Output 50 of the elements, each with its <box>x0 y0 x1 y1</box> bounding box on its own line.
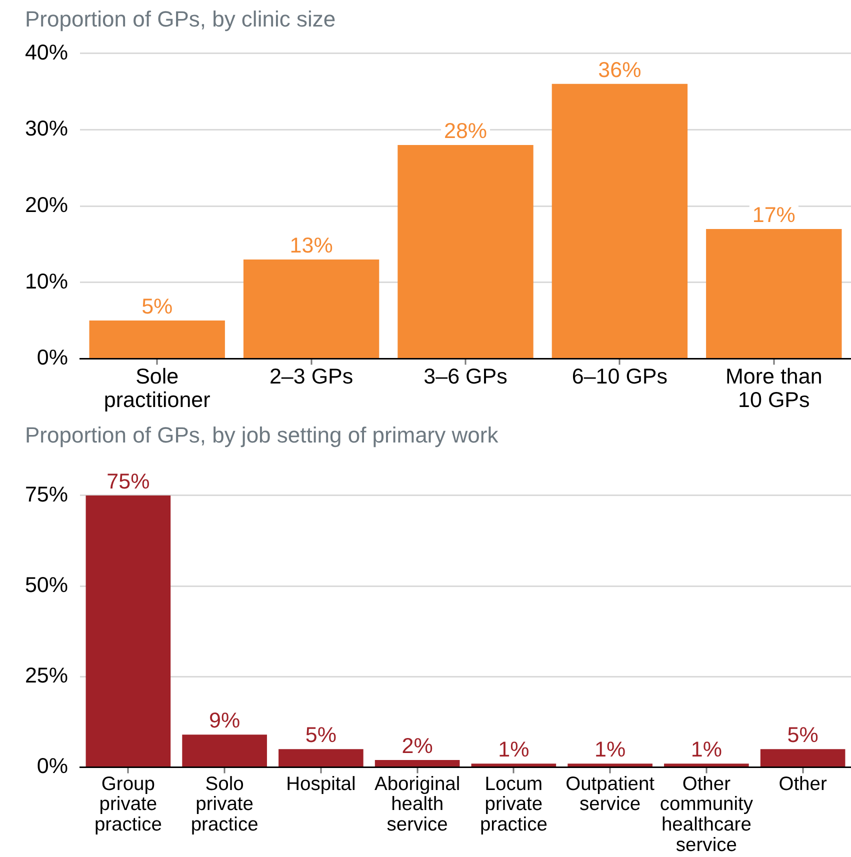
x-tick-label: 6–10 GPs <box>572 364 668 388</box>
bar <box>552 84 688 358</box>
x-tick-label: Group private practice <box>94 774 162 836</box>
x-tick-label: Solo private practice <box>190 774 258 836</box>
bar <box>706 228 842 358</box>
bar <box>398 144 534 358</box>
x-tick-label: Outpatient service <box>566 774 656 816</box>
x-tick-label: More than 10 GPs <box>725 364 822 412</box>
y-tick-label: 0% <box>36 754 68 778</box>
x-tick-label: Sole practitioner <box>104 364 210 412</box>
y-tick-label: 25% <box>24 664 68 688</box>
bar <box>374 760 460 767</box>
y-tick-label: 30% <box>24 116 68 141</box>
bar <box>243 259 380 358</box>
data-label: 17% <box>752 202 796 227</box>
y-tick-label: 75% <box>24 482 68 506</box>
bar <box>760 749 846 767</box>
bar <box>471 764 556 767</box>
bar <box>568 764 652 767</box>
y-tick-label: 40% <box>24 40 68 64</box>
data-label: 1% <box>498 738 530 762</box>
data-label: 5% <box>142 294 173 319</box>
chart-title: Proportion of GPs, by job setting of primary work <box>25 422 500 448</box>
data-label: 1% <box>594 738 626 762</box>
data-label: 5% <box>305 723 336 748</box>
bar <box>89 320 225 358</box>
data-label: 75% <box>106 469 150 494</box>
chart-title: Proportion of GPs, by clinic size <box>25 6 336 32</box>
bar <box>86 495 171 767</box>
data-label: 9% <box>209 708 240 733</box>
data-label: 13% <box>290 233 333 258</box>
bar <box>664 764 749 767</box>
y-tick-label: 50% <box>24 572 68 597</box>
bar <box>278 749 364 767</box>
data-label: 36% <box>598 58 642 82</box>
y-tick-label: 0% <box>36 346 68 370</box>
data-label: 1% <box>690 738 722 762</box>
x-tick-label: Locum private practice <box>480 774 548 836</box>
y-tick-label: 20% <box>24 192 68 217</box>
data-label: 2% <box>402 734 433 758</box>
x-tick-label: Aboriginal health service <box>374 774 460 836</box>
data-label: 5% <box>787 723 818 748</box>
x-tick-label: Other community healthcare service <box>660 774 754 856</box>
x-tick-label: 2–3 GPs <box>269 364 354 388</box>
x-tick-label: Other <box>778 774 828 795</box>
x-tick-label: 3–6 GPs <box>424 364 508 388</box>
x-tick-label: Hospital <box>286 774 356 795</box>
y-tick-label: 10% <box>24 269 68 294</box>
data-label: 28% <box>444 118 488 143</box>
bar <box>182 734 267 767</box>
